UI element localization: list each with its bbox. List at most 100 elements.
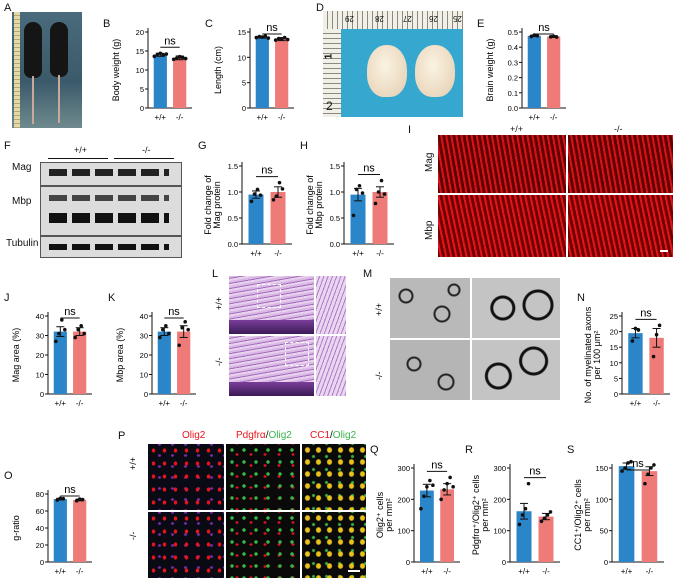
data-point xyxy=(54,339,58,344)
panel-p-header-cc1: CC1/Olig2 xyxy=(310,430,356,441)
data-point xyxy=(164,52,169,56)
mouse-wt-tail xyxy=(32,76,34,124)
data-point xyxy=(252,192,257,196)
data-point xyxy=(277,180,282,185)
y-tick-label: 200 xyxy=(397,495,410,504)
confocal-olig2-ko xyxy=(148,512,224,578)
data-point xyxy=(419,506,423,511)
panel-p-header-pdgfra: Pdgfrα/Olig2 xyxy=(236,430,292,441)
x-label-ko: -/- xyxy=(76,399,84,408)
y-axis-label: Mbp area (%) xyxy=(115,328,125,383)
y-tick-label: 0 xyxy=(140,104,144,113)
mag-stain-ko xyxy=(568,135,673,193)
y-tick-label: 10 xyxy=(610,359,618,368)
chart-mbp-protein: Fold change of Mbp protein 0.0 0.5 1.0 1.5 +/+… xyxy=(306,162,394,258)
data-point xyxy=(80,497,85,502)
bar-wt xyxy=(248,194,264,244)
chart-pdgfra-cells: Pdgfrα⁺/Olig2⁺ cells per mm² 0 100 200 300 +/+… xyxy=(472,464,560,576)
y-tick-label: 5 xyxy=(242,79,246,88)
data-point xyxy=(257,34,262,39)
y-tick-label: 0.0 xyxy=(330,240,340,249)
y-tick-label: 60 xyxy=(36,507,44,516)
data-point xyxy=(445,481,449,486)
mbp-stain-ko xyxy=(568,195,673,257)
mouse-photo xyxy=(12,12,82,128)
y-tick-label: 40 xyxy=(36,524,44,533)
data-point xyxy=(63,327,67,332)
bar-ko xyxy=(275,39,289,108)
data-point xyxy=(279,37,284,41)
x-label-ko: -/- xyxy=(176,113,184,122)
brain-photo: 29 28 27 26 25 1 2 xyxy=(323,11,463,117)
panel-letter-b: B xyxy=(103,18,111,30)
y-tick-label: 0.0 xyxy=(508,104,518,113)
y-axis-label: per 100 μm² xyxy=(592,331,602,380)
y-tick-label: 0 xyxy=(40,558,44,567)
y-tick-label: 0.5 xyxy=(508,28,518,37)
mouse-ko-tail xyxy=(58,75,60,123)
data-point xyxy=(82,331,86,336)
panel-letter-a: A xyxy=(4,2,12,14)
mouse-ko-body xyxy=(50,22,68,77)
data-point xyxy=(548,35,553,39)
data-point xyxy=(76,327,80,332)
confocal-cc1-wt xyxy=(302,444,366,510)
x-label-wt: +/+ xyxy=(155,113,167,122)
x-label-ko: -/- xyxy=(443,567,451,576)
ns-label: ns xyxy=(538,22,550,34)
ns-label: ns xyxy=(632,458,644,470)
ns-label: ns xyxy=(261,165,273,177)
data-point xyxy=(258,193,263,197)
bar-ko xyxy=(73,499,87,562)
x-label-wt: +/+ xyxy=(421,567,433,576)
bar-wt xyxy=(53,499,67,562)
data-point xyxy=(180,55,185,60)
y-tick-label: 100 xyxy=(397,527,410,536)
bar-ko xyxy=(270,192,286,244)
y-tick-label: 30 xyxy=(140,332,148,341)
y-tick-label: 0 xyxy=(406,558,410,567)
panel-i-label-mag: Mag xyxy=(424,152,435,172)
y-tick-label: 0 xyxy=(242,104,246,113)
panel-letter-c: C xyxy=(205,18,213,30)
bar-wt xyxy=(350,194,366,244)
data-point xyxy=(633,326,638,331)
bar-wt xyxy=(53,331,67,394)
y-tick-label: 200 xyxy=(493,495,506,504)
x-label-wt: +/+ xyxy=(529,113,541,122)
em-ko-zoom xyxy=(472,340,560,400)
data-point xyxy=(539,519,544,524)
y-axis-label: Body weight (g) xyxy=(111,39,121,102)
chart-body-weight: Body weight (g) 0 5 10 15 20 +/+ -/- ns xyxy=(111,28,192,122)
panel-p-genotype-wt: +/+ xyxy=(128,456,138,470)
data-point xyxy=(422,494,426,498)
bar-ko xyxy=(547,36,561,108)
data-point xyxy=(651,354,656,359)
data-point xyxy=(657,323,662,328)
y-tick-label: 5 xyxy=(614,374,618,383)
olig2-label: Olig2 xyxy=(332,430,357,441)
panel-letter-r: R xyxy=(465,444,473,456)
y-axis-label: Mag area (%) xyxy=(11,328,21,383)
blot-mag xyxy=(40,162,182,186)
data-point xyxy=(654,332,659,337)
scale-bar xyxy=(348,570,360,572)
panel-l-genotype-ko: -/- xyxy=(214,357,224,367)
y-axis-label: CC1⁺/Olig2⁺ cells xyxy=(574,479,583,551)
ns-label: ns xyxy=(431,459,443,471)
data-point xyxy=(60,318,64,322)
scale-bar xyxy=(14,12,20,128)
y-tick-label: 0 xyxy=(502,558,506,567)
bar-wt xyxy=(153,54,167,108)
data-point xyxy=(376,190,381,194)
data-point xyxy=(152,54,157,59)
histology-wt xyxy=(229,276,314,334)
bar-ko xyxy=(641,471,658,562)
y-tick-label: 100 xyxy=(595,495,608,504)
data-point xyxy=(266,36,271,40)
blot-label-mbp: Mbp xyxy=(12,196,32,207)
data-point xyxy=(183,320,187,324)
data-point xyxy=(357,183,362,188)
x-label-wt: +/+ xyxy=(630,399,642,408)
data-point xyxy=(354,187,359,192)
